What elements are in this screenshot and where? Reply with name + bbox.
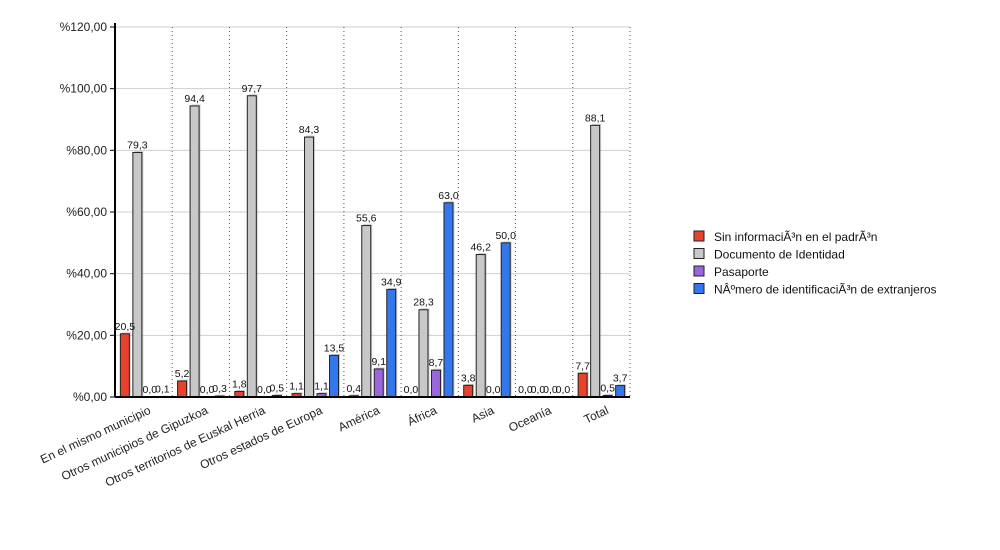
bar <box>304 136 315 398</box>
y-tick-label: %60,00 <box>66 205 107 219</box>
bar <box>246 95 257 398</box>
bar <box>615 385 626 398</box>
data-label: 79,3 <box>127 139 148 151</box>
axis-layer: %0,00 %20,00 %40,00 %60,00 %80,00 %100,00 %120… <box>38 20 630 490</box>
data-label: 8,7 <box>429 357 444 369</box>
legend-entry: Sin informaciÃ³n en el padrÃ³n <box>714 230 877 244</box>
bar <box>500 242 511 398</box>
data-label: 0,1 <box>155 384 170 396</box>
y-tick-label: %100,00 <box>60 82 108 96</box>
bar-shadow <box>350 394 360 396</box>
data-label: 7,7 <box>575 360 590 372</box>
data-label: 1,1 <box>314 381 329 393</box>
data-label: 0,0 <box>543 384 558 396</box>
x-tick-label: Oceanía <box>506 403 553 435</box>
x-tick-label: Asia <box>469 403 496 426</box>
data-label: 0,5 <box>270 382 285 394</box>
data-label: 28,3 <box>413 297 434 309</box>
bar <box>119 333 130 398</box>
legend-swatch <box>693 283 705 294</box>
y-tick-label: %80,00 <box>66 143 107 157</box>
bar <box>443 202 454 398</box>
data-label: 0,0 <box>531 384 546 396</box>
x-tick-label: América <box>336 403 382 434</box>
bar <box>418 309 429 398</box>
bar <box>430 369 441 398</box>
bar <box>386 288 397 398</box>
grid-layer <box>115 26 631 397</box>
legend-entry: NÂºmero de identificaciÃ³n de extranjero… <box>714 282 937 297</box>
data-label: 84,3 <box>299 124 320 136</box>
data-label: 1,8 <box>232 378 247 390</box>
legend-swatch <box>693 265 705 277</box>
bar <box>577 372 588 398</box>
bar-shadow <box>216 394 226 396</box>
data-label: 20,5 <box>115 321 136 333</box>
data-label-layer: 20,579,30,00,15,294,40,00,3 1,897,70,00,5… <box>115 83 628 396</box>
x-tick-label: África <box>405 402 439 429</box>
bar <box>329 354 340 398</box>
y-tick-label: %20,00 <box>66 328 107 342</box>
data-label: 0,0 <box>518 384 533 396</box>
data-label: 0,3 <box>212 383 227 395</box>
data-label: 50,0 <box>495 230 516 242</box>
legend-swatch <box>693 230 705 242</box>
data-label: 34,9 <box>381 276 402 288</box>
data-label: 0,5 <box>600 382 615 394</box>
data-label: 55,6 <box>356 213 377 225</box>
bar-shadow <box>604 393 614 396</box>
bar <box>361 225 372 398</box>
bar <box>373 368 384 398</box>
data-label: 0,0 <box>143 384 158 396</box>
data-label: 0,0 <box>486 384 501 396</box>
bar-layer <box>119 94 627 398</box>
data-label: 0,0 <box>200 384 215 396</box>
bar <box>475 254 486 398</box>
data-label: 0,0 <box>257 384 272 396</box>
bar <box>177 380 188 398</box>
y-tick-label: %120,00 <box>60 20 108 34</box>
data-label: 88,1 <box>585 112 606 124</box>
legend-entry: Documento de Identidad <box>714 248 845 262</box>
data-label: 63,0 <box>438 190 459 202</box>
data-label: 97,7 <box>242 83 263 95</box>
legend-swatch <box>693 248 705 259</box>
data-label: 5,2 <box>175 368 190 380</box>
y-tick-label: %40,00 <box>66 267 107 281</box>
data-label: 46,2 <box>470 242 491 254</box>
data-label: 3,8 <box>461 372 476 384</box>
legend: Sin informaciÃ³n en el padrÃ³n Documento … <box>693 230 937 297</box>
legend-entry: Pasaporte <box>714 265 769 279</box>
bar <box>132 151 143 398</box>
data-label: 9,1 <box>371 356 386 368</box>
data-label: 94,4 <box>184 93 205 105</box>
bar <box>463 384 474 398</box>
data-label: 13,5 <box>324 342 345 354</box>
data-label: 0,4 <box>346 383 361 395</box>
x-tick-label: Total <box>582 403 611 426</box>
data-label: 0,0 <box>556 384 571 396</box>
bar <box>189 105 200 398</box>
bar-shadow <box>273 393 283 396</box>
data-label: 0,0 <box>404 384 419 396</box>
bar <box>590 124 601 398</box>
data-label: 3,7 <box>613 373 628 385</box>
data-label: 1,1 <box>289 381 304 393</box>
y-tick-label: %0,00 <box>73 390 107 404</box>
